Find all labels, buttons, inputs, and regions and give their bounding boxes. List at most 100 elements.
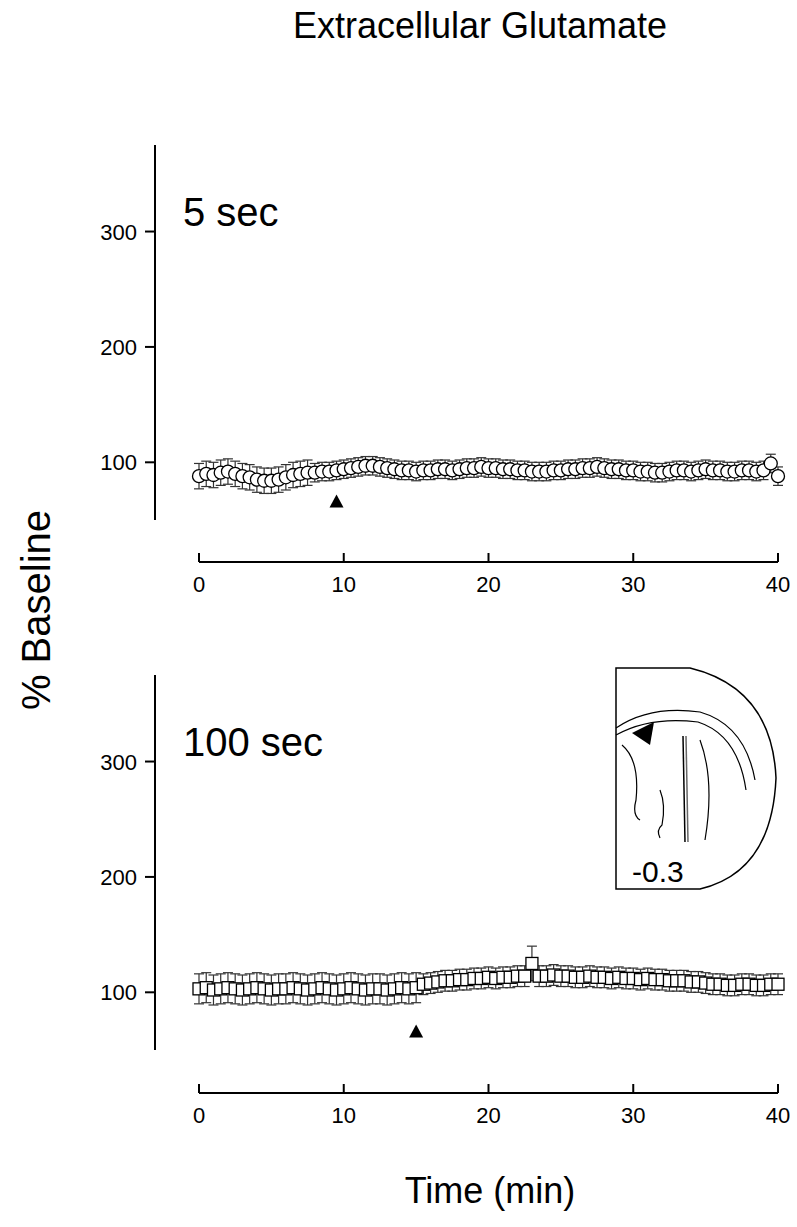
y-tick <box>145 346 155 348</box>
error-cap <box>310 1003 320 1004</box>
error-cap <box>389 1003 399 1004</box>
x-tick-label: 0 <box>193 1103 205 1128</box>
x-tick-label: 20 <box>476 572 500 597</box>
error-cap <box>585 965 595 966</box>
error-cap <box>382 1004 392 1005</box>
error-cap <box>339 459 349 460</box>
error-cap <box>455 459 465 460</box>
error-cap <box>324 480 334 481</box>
error-cap <box>245 1003 255 1004</box>
error-cap <box>346 477 356 478</box>
error-cap <box>418 973 428 974</box>
error-cap <box>404 1003 414 1004</box>
error-cap <box>230 1003 240 1004</box>
error-cap <box>614 966 624 967</box>
error-cap <box>541 462 551 463</box>
error-cap <box>223 484 233 485</box>
point <box>764 457 777 470</box>
error-cap <box>657 989 667 990</box>
brain-structure <box>622 745 640 820</box>
error-cap <box>288 487 298 488</box>
error-cap <box>404 479 414 480</box>
x-tick-label: 30 <box>621 1103 645 1128</box>
error-cap <box>657 481 667 482</box>
error-cap <box>382 477 392 478</box>
error-cap <box>295 486 305 487</box>
error-cap <box>346 972 356 973</box>
error-cap <box>303 459 313 460</box>
error-cap <box>310 463 320 464</box>
y-axis <box>154 145 156 520</box>
error-cap <box>628 479 638 480</box>
error-cap <box>563 986 573 987</box>
brain-inset: -0.3 <box>616 668 776 889</box>
error-cap <box>744 461 754 462</box>
error-cap <box>614 987 624 988</box>
error-cap <box>216 973 226 974</box>
error-cap <box>216 1003 226 1004</box>
error-cap <box>230 973 240 974</box>
error-cap <box>230 486 240 487</box>
error-cap <box>303 974 313 975</box>
error-cap <box>520 986 530 987</box>
error-cap <box>469 477 479 478</box>
error-cap <box>505 966 515 967</box>
panel: 100200300010203040100 sec-0.3 <box>100 668 790 1128</box>
error-cap <box>476 988 486 989</box>
error-cap <box>324 1003 334 1004</box>
error-cap <box>469 458 479 459</box>
error-bar <box>773 974 783 995</box>
error-cap <box>237 1004 247 1005</box>
error-cap <box>570 459 580 460</box>
error-cap <box>447 461 457 462</box>
error-cap <box>578 966 588 967</box>
error-cap <box>635 989 645 990</box>
x-tick <box>343 553 345 562</box>
error-cap <box>245 973 255 974</box>
error-cap <box>281 1003 291 1004</box>
error-cap <box>317 1002 327 1003</box>
error-cap <box>730 974 740 975</box>
error-cap <box>382 458 392 459</box>
error-cap <box>686 480 696 481</box>
error-cap <box>216 485 226 486</box>
error-cap <box>628 967 638 968</box>
error-cap <box>541 965 551 966</box>
error-cap <box>281 973 291 974</box>
error-cap <box>201 972 211 973</box>
error-cap <box>462 989 472 990</box>
error-cap <box>643 462 653 463</box>
error-cap <box>426 993 436 994</box>
error-cap <box>484 966 494 967</box>
error-cap <box>730 462 740 463</box>
error-cap <box>288 972 298 973</box>
error-cap <box>440 459 450 460</box>
marks <box>193 946 784 1005</box>
error-cap <box>208 462 218 463</box>
error-cap <box>201 486 211 487</box>
error-cap <box>397 972 407 973</box>
error-cap <box>426 972 436 973</box>
point <box>772 978 784 990</box>
error-cap <box>730 480 740 481</box>
y-tick-label: 300 <box>100 220 137 245</box>
error-cap <box>266 1004 276 1005</box>
error-cap <box>614 478 624 479</box>
probe <box>683 736 685 842</box>
error-cap <box>310 973 320 974</box>
error-cap <box>303 485 313 486</box>
marks <box>193 454 785 493</box>
error-cap <box>303 1004 313 1005</box>
error-cap <box>411 480 421 481</box>
error-cap <box>201 461 211 462</box>
panel-label: 5 sec <box>183 190 279 234</box>
error-cap <box>476 967 486 968</box>
error-cap <box>476 457 486 458</box>
x-tick <box>198 1084 200 1093</box>
error-cap <box>592 457 602 458</box>
error-cap <box>686 462 696 463</box>
error-cap <box>223 458 233 459</box>
inset-label: -0.3 <box>632 855 684 888</box>
error-cap <box>353 973 363 974</box>
error-cap <box>751 462 761 463</box>
